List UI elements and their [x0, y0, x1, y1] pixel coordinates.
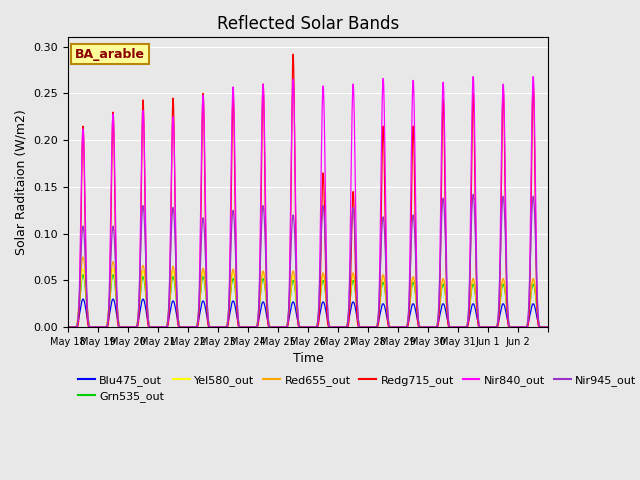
Blu475_out: [476, 323, 483, 329]
Yel580_out: [351, 283, 359, 289]
Blu475_out: [326, 324, 333, 329]
Nir945_out: [439, 195, 447, 201]
Title: Reflected Solar Bands: Reflected Solar Bands: [217, 15, 399, 33]
Blu475_out: [164, 321, 172, 327]
Redg715_out: [289, 51, 297, 57]
Blu475_out: [79, 296, 87, 302]
Red655_out: [476, 322, 483, 328]
Line: Grn535_out: Grn535_out: [68, 275, 548, 327]
Nir840_out: [469, 74, 477, 80]
X-axis label: Time: Time: [292, 352, 323, 365]
Redg715_out: [164, 324, 172, 330]
Line: Blu475_out: Blu475_out: [68, 299, 548, 327]
Yel580_out: [79, 266, 87, 272]
Nir840_out: [351, 161, 359, 167]
Red655_out: [351, 281, 359, 287]
Nir945_out: [164, 319, 172, 325]
Yel580_out: [164, 318, 172, 324]
Grn535_out: [164, 318, 172, 324]
Yel580_out: [463, 323, 470, 329]
Red655_out: [463, 323, 470, 329]
Red655_out: [544, 324, 552, 330]
Nir840_out: [64, 324, 72, 330]
Yel580_out: [476, 322, 483, 328]
Blu475_out: [64, 324, 72, 330]
Line: Redg715_out: Redg715_out: [68, 54, 548, 327]
Yel580_out: [64, 324, 72, 330]
Grn535_out: [351, 287, 359, 292]
Red655_out: [64, 324, 72, 330]
Nir945_out: [544, 324, 552, 330]
Nir840_out: [544, 324, 552, 330]
Blu475_out: [351, 304, 359, 310]
Yel580_out: [326, 323, 333, 328]
Redg715_out: [326, 324, 333, 330]
Redg715_out: [351, 252, 359, 257]
Grn535_out: [463, 323, 470, 329]
Red655_out: [440, 276, 447, 281]
Red655_out: [326, 323, 333, 328]
Blu475_out: [440, 301, 447, 307]
Nir840_out: [164, 322, 172, 328]
Redg715_out: [544, 324, 552, 330]
Grn535_out: [440, 281, 447, 287]
Red655_out: [79, 254, 87, 260]
Nir945_out: [476, 322, 483, 328]
Yel580_out: [544, 324, 552, 330]
Nir945_out: [463, 324, 470, 329]
Redg715_out: [440, 96, 447, 102]
Line: Red655_out: Red655_out: [68, 257, 548, 327]
Nir840_out: [463, 324, 470, 330]
Grn535_out: [64, 324, 72, 330]
Red655_out: [164, 317, 172, 323]
Line: Yel580_out: Yel580_out: [68, 269, 548, 327]
Nir945_out: [351, 234, 359, 240]
Y-axis label: Solar Raditaion (W/m2): Solar Raditaion (W/m2): [15, 109, 28, 255]
Blu475_out: [463, 324, 470, 329]
Grn535_out: [544, 324, 552, 330]
Blu475_out: [544, 324, 552, 330]
Yel580_out: [440, 276, 447, 282]
Grn535_out: [326, 323, 333, 328]
Text: BA_arable: BA_arable: [76, 48, 145, 60]
Legend: Blu475_out, Grn535_out, Yel580_out, Red655_out, Redg715_out, Nir840_out, Nir945_: Blu475_out, Grn535_out, Yel580_out, Red6…: [74, 371, 640, 407]
Nir945_out: [469, 192, 477, 197]
Grn535_out: [79, 272, 87, 277]
Redg715_out: [64, 324, 72, 330]
Nir840_out: [476, 324, 483, 329]
Line: Nir840_out: Nir840_out: [68, 77, 548, 327]
Line: Nir945_out: Nir945_out: [68, 194, 548, 327]
Grn535_out: [476, 322, 483, 328]
Nir840_out: [439, 79, 447, 85]
Nir840_out: [325, 324, 333, 330]
Nir945_out: [325, 323, 333, 329]
Redg715_out: [476, 324, 483, 330]
Nir945_out: [64, 324, 72, 330]
Redg715_out: [463, 324, 470, 330]
